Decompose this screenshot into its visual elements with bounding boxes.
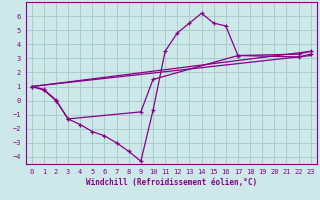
X-axis label: Windchill (Refroidissement éolien,°C): Windchill (Refroidissement éolien,°C): [86, 178, 257, 187]
